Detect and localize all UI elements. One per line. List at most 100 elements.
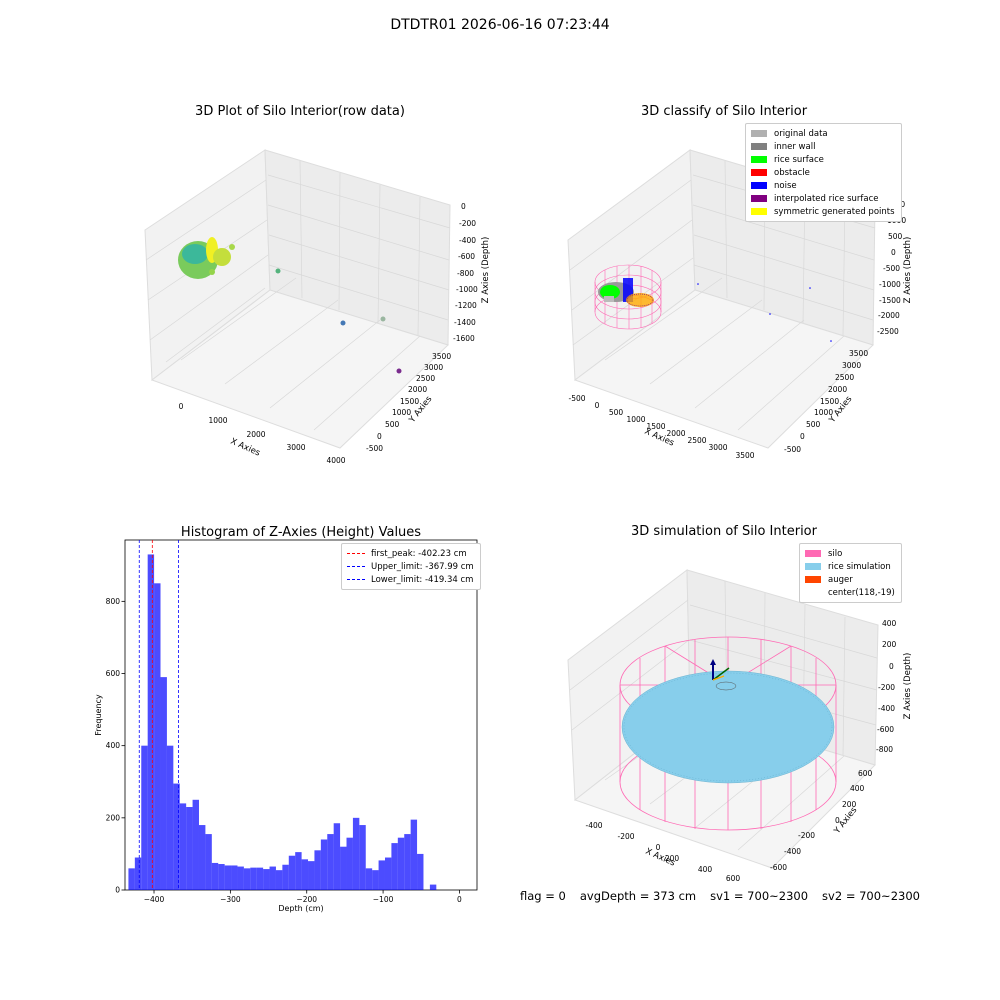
classify-legend-item: inner wall	[751, 140, 895, 153]
classify-silo-wireframe	[594, 264, 662, 330]
classify-ztick: 500	[888, 232, 903, 241]
histogram-bar	[295, 852, 302, 890]
classify-xtick: 2500	[687, 436, 706, 445]
histogram-bar	[192, 799, 199, 890]
histogram-bar	[308, 861, 315, 890]
simulation-legend-item: silo	[805, 547, 895, 560]
classify-ztick: -1500	[879, 296, 901, 305]
classify-legend-item: obstacle	[751, 166, 895, 179]
histogram-bar	[166, 745, 174, 890]
classify-legend-label: original data	[774, 128, 828, 139]
histogram-legend-line	[347, 579, 365, 580]
simulation-plot-title: 3D simulation of Silo Interior	[631, 524, 817, 539]
histogram-legend-item: first_peak: -402.23 cm	[347, 547, 474, 560]
sv2-text: sv2 = 700~2300	[822, 889, 920, 903]
classify-ytick: -500	[784, 445, 801, 454]
simulation-legend-item: rice simulation	[805, 560, 895, 573]
classify-legend-item: original data	[751, 127, 895, 140]
simulation-ytick: 600	[858, 769, 873, 778]
histogram-bar	[205, 834, 212, 890]
classify-ztick: -1000	[879, 280, 901, 289]
histogram-bar	[186, 807, 193, 890]
simulation-center-marker	[710, 659, 737, 691]
histogram-bar	[301, 859, 309, 890]
classify-legend-item: interpolated rice surface	[751, 192, 895, 205]
classify-legend-label: symmetric generated points	[774, 206, 895, 217]
classify-xtick: 500	[609, 408, 624, 417]
histogram-bar	[269, 866, 276, 890]
raw-ztick: 0	[461, 202, 466, 211]
raw-xtick: 3000	[286, 443, 305, 452]
histogram-legend-label: Lower_limit: -419.34 cm	[371, 574, 474, 585]
histogram-xtick-label: −200	[296, 895, 317, 904]
histogram-bar	[288, 855, 296, 890]
simulation-legend-swatch	[805, 589, 821, 596]
classify-xtick: 0	[595, 401, 600, 410]
histogram-bar	[275, 870, 283, 890]
histogram-bar	[154, 583, 161, 890]
histogram-legend: first_peak: -402.23 cm Upper_limit: -367.…	[341, 543, 481, 590]
histogram-bar	[372, 870, 379, 890]
histogram-ylabel: Frequency	[94, 694, 103, 736]
raw-ztick: -800	[457, 269, 474, 278]
raw-ytick: 500	[385, 420, 400, 429]
histogram-bar	[250, 867, 257, 890]
classify-legend-label: noise	[774, 180, 797, 191]
classify-ztick: -500	[883, 264, 900, 273]
raw-ytick: 3500	[432, 352, 451, 361]
raw-ytick: 3000	[424, 363, 443, 372]
classify-legend-item: symmetric generated points	[751, 205, 895, 218]
simulation-legend-label: auger	[828, 574, 853, 585]
sv1-text: sv1 = 700~2300	[710, 889, 809, 903]
histogram-bar	[327, 834, 334, 890]
simulation-ztick: -400	[878, 704, 895, 713]
classify-legend-swatch	[751, 208, 767, 215]
simulation-legend-item: auger	[805, 573, 895, 586]
raw-ztick: -400	[459, 236, 476, 245]
raw-ztick: -1400	[454, 318, 476, 327]
histogram-bar	[173, 783, 180, 890]
histogram-bar	[333, 823, 341, 890]
simulation-ytick: -200	[798, 831, 815, 840]
histogram-bar	[211, 862, 219, 890]
histogram-bar	[179, 803, 187, 890]
simulation-legend-item: center(118,-19)	[805, 586, 895, 599]
raw-ytick: -500	[366, 444, 383, 453]
histogram-xlabel: Depth (cm)	[278, 904, 323, 913]
histogram-bar	[198, 825, 206, 890]
raw-ytick: 0	[377, 432, 382, 441]
histogram-xtick-label: −100	[373, 895, 394, 904]
simulation-ztick: 400	[882, 619, 897, 628]
classify-legend-label: interpolated rice surface	[774, 193, 879, 204]
histogram-legend-label: first_peak: -402.23 cm	[371, 548, 467, 559]
classify-xtick: -500	[568, 394, 585, 403]
histogram-ytick-label: 200	[106, 813, 121, 822]
simulation-xtick: -200	[617, 832, 634, 841]
classify-xtick: 1000	[626, 415, 645, 424]
classify-zlabel: Z Axies (Depth)	[903, 237, 913, 304]
histogram-bar	[365, 868, 373, 890]
simulation-xtick: 400	[698, 865, 713, 874]
simulation-legend-swatch	[805, 550, 821, 557]
raw-ztick: -1000	[456, 285, 478, 294]
histogram-xtick-label: −400	[144, 895, 165, 904]
histogram-bar	[282, 864, 289, 890]
raw-zlabel: Z Axies (Depth)	[481, 237, 491, 304]
histogram-bar	[378, 860, 385, 890]
figure-suptitle: DTDTR01 2026-06-16 07:23:44	[390, 17, 610, 33]
simulation-ztick: 200	[882, 640, 897, 649]
histogram-title: Histogram of Z-Axies (Height) Values	[181, 525, 421, 540]
classify-legend-swatch	[751, 143, 767, 150]
classify-legend-label: obstacle	[774, 167, 810, 178]
raw-xtick: 1000	[208, 416, 227, 425]
simulation-xlabel: X Axies	[644, 847, 677, 869]
histogram-legend-line	[347, 566, 365, 567]
histogram-bar	[147, 554, 155, 890]
histogram-bar	[359, 825, 366, 890]
classify-xtick: 2000	[666, 429, 685, 438]
histogram-legend-item: Upper_limit: -367.99 cm	[347, 560, 474, 573]
simulation-xtick: 600	[726, 874, 741, 883]
histogram-bar	[224, 865, 232, 890]
histogram-bar	[384, 857, 392, 890]
avg-depth-text: avgDepth = 373 cm	[579, 889, 697, 903]
